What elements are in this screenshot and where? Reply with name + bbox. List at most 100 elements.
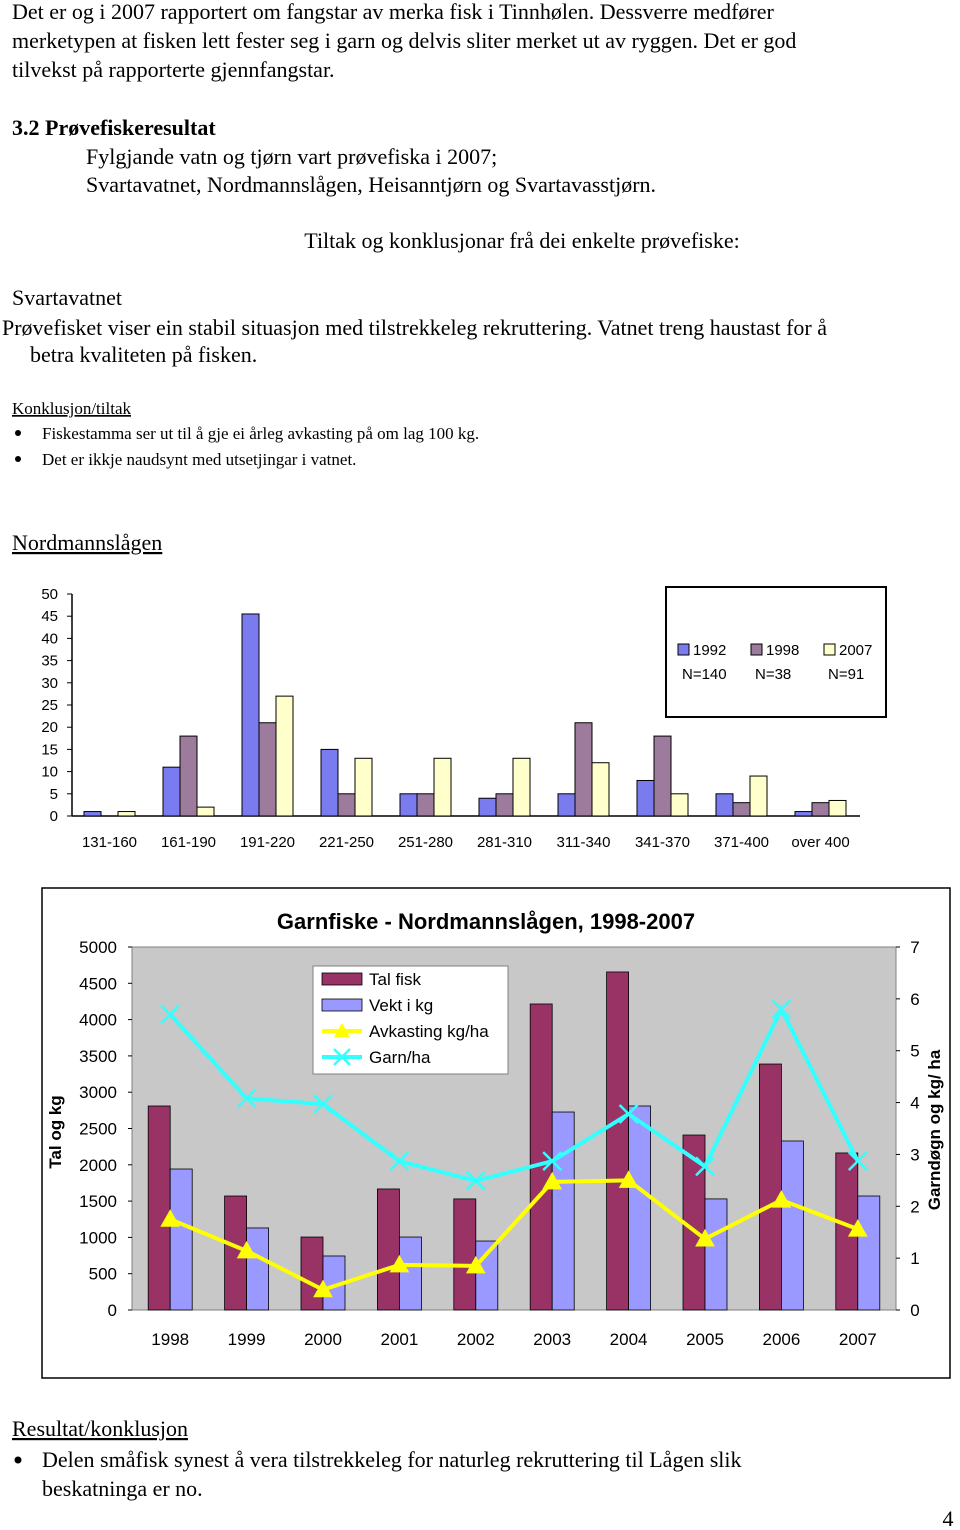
legend-label: Avkasting kg/ha <box>369 1022 489 1041</box>
y-tick-label: 30 <box>41 675 58 692</box>
y-axis-label: Tal og kg <box>46 1095 65 1168</box>
bar <box>399 793 418 817</box>
y-tick-label: 35 <box>41 653 58 670</box>
bar <box>794 811 813 817</box>
bar <box>300 1236 324 1311</box>
x-tick-label: 311-340 <box>557 834 611 851</box>
section-heading: 3.2 Prøvefiskeresultat <box>12 115 216 140</box>
marker-stroke <box>542 1151 563 1172</box>
x-tick-label: 2005 <box>686 1330 724 1349</box>
marker-stroke <box>465 1170 486 1191</box>
x-tick-label: 1998 <box>151 1330 189 1349</box>
bar <box>628 1105 651 1311</box>
line-marker <box>389 1151 410 1172</box>
bar <box>246 1227 270 1311</box>
bar <box>354 757 373 817</box>
y-tick-label: 4500 <box>79 974 117 993</box>
legend-box <box>665 586 887 718</box>
bullet-dot <box>15 430 21 436</box>
y-tick-label: 2500 <box>79 1120 117 1139</box>
legend-label: 1992 <box>693 642 726 659</box>
line-marker <box>389 1254 410 1273</box>
y-tick-label: 10 <box>41 764 58 781</box>
x-tick-label: 251-280 <box>398 834 453 851</box>
y-tick-label: 5 <box>50 786 58 803</box>
bar-chart: 0 5 10 15 20 25 30 35 40 45 50 131-160 161-190 191-22… <box>41 586 887 851</box>
legend-label: Vekt i kg <box>369 996 433 1015</box>
line-marker <box>771 1190 792 1208</box>
y2-tick-label: 7 <box>910 938 919 957</box>
bullet-dot <box>14 1456 22 1464</box>
x-tick-label: 281-310 <box>477 834 532 851</box>
bar <box>636 779 655 817</box>
bar <box>715 793 734 817</box>
x-tick-label: 2002 <box>457 1330 495 1349</box>
bar <box>749 775 768 817</box>
legend-swatch <box>677 643 690 656</box>
y2-tick-label: 5 <box>910 1042 919 1061</box>
bar <box>670 793 689 817</box>
line-marker <box>236 1240 257 1259</box>
x-tick-label: 131-160 <box>82 834 137 851</box>
y2-tick-label: 4 <box>910 1094 919 1113</box>
bar <box>828 799 847 817</box>
line-marker <box>465 1170 486 1191</box>
bullet-text: Delen småfisk synest å vera tilstrekkele… <box>42 1447 742 1472</box>
legend-swatch <box>750 643 763 656</box>
paragraph-line: Det er og i 2007 rapportert om fangstar … <box>12 0 775 24</box>
line-marker <box>160 1004 181 1025</box>
line-marker <box>313 1094 333 1115</box>
bar <box>857 1195 881 1311</box>
bar <box>376 1188 400 1311</box>
line-marker <box>695 1156 715 1177</box>
data-line <box>169 1178 859 1292</box>
bar <box>606 971 629 1311</box>
bar <box>416 793 435 817</box>
y-tick-label: 45 <box>41 608 58 625</box>
x-tick-label: 341-370 <box>635 834 690 851</box>
x-tick-label: 2006 <box>762 1330 800 1349</box>
bar <box>811 802 830 817</box>
legend-swatch <box>321 998 363 1012</box>
paragraph-line: Prøvefisket viser ein stabil situasjon m… <box>2 315 827 340</box>
bar <box>478 797 497 817</box>
paragraph-line: Svartavatnet, Nordmannslågen, Heisanntjø… <box>86 172 656 197</box>
marker-stroke <box>618 1104 639 1124</box>
x-tick-label: 2003 <box>533 1330 571 1349</box>
x-tick-label: 2004 <box>610 1330 648 1349</box>
bar <box>781 1140 804 1311</box>
lake-heading: Nordmannslågen <box>12 530 162 555</box>
bullet-text: Fiskestamma ser ut til å gje ei årleg av… <box>42 424 479 443</box>
line-marker <box>695 1228 715 1247</box>
x-tick-label: 191-220 <box>240 834 295 851</box>
legend-label: 1998 <box>766 642 799 659</box>
y-tick-label: 2000 <box>79 1156 117 1175</box>
chart-title: Garnfiske - Nordmannslågen, 1998-2007 <box>277 909 695 934</box>
x-tick-label: 161-190 <box>161 834 216 851</box>
bar <box>196 806 215 817</box>
bar <box>759 1063 782 1311</box>
bar <box>591 762 610 817</box>
paragraph-line: betra kvaliteten på fisken. <box>30 342 257 367</box>
bar <box>574 722 593 817</box>
y-tick-label: 50 <box>41 586 58 603</box>
bar <box>275 695 294 817</box>
x-tick-label: 2000 <box>304 1330 342 1349</box>
combo-chart: Garnfiske - Nordmannslågen, 1998-2007 Tal… <box>46 909 944 1349</box>
legend-marker-shape <box>333 1048 351 1066</box>
bar <box>732 802 751 817</box>
bar <box>512 757 531 817</box>
line-marker <box>236 1088 257 1109</box>
bar <box>320 748 339 817</box>
legend-label: Tal fisk <box>369 970 421 989</box>
bar <box>179 735 198 817</box>
line-marker <box>847 1151 868 1172</box>
y-tick-label: 5000 <box>79 938 117 957</box>
y2-tick-label: 1 <box>910 1249 919 1268</box>
marker-stroke <box>236 1088 257 1109</box>
y-tick-label: 20 <box>41 719 58 736</box>
y2-tick-label: 6 <box>910 990 919 1009</box>
marker-stroke <box>313 1094 333 1115</box>
y2-tick-label: 3 <box>910 1145 919 1164</box>
